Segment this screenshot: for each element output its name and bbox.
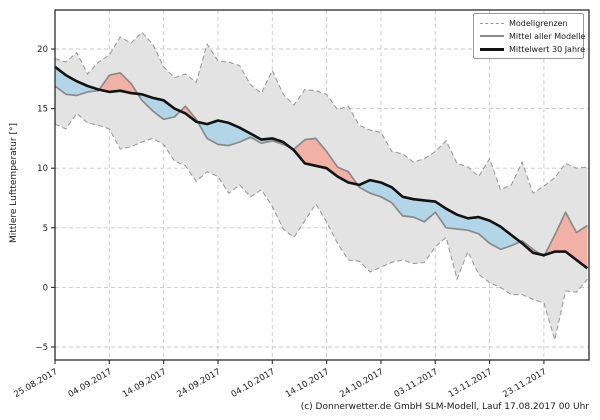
thick-black-line-icon: [480, 47, 504, 51]
x-tick-label: 24.10.2017: [338, 367, 385, 400]
climate-mean-line: [54, 65, 589, 270]
legend-item-climate-mean: Mittelwert 30 Jahre: [480, 44, 585, 54]
legend: Modellgrenzen Mittel aller Modelle Mitte…: [473, 13, 585, 59]
x-tick-label: 04.10.2017: [230, 367, 277, 400]
y-tick-label: 0: [43, 283, 48, 293]
dashed-gray-line-icon: [480, 22, 504, 24]
legend-item-model-bounds: Modellgrenzen: [480, 18, 578, 28]
x-tick-label: 23.11.2017: [501, 367, 548, 400]
y-axis-label: Mittlere Lufttemperatur [°]: [9, 123, 19, 243]
model-mean-line: [54, 71, 588, 258]
legend-label: Mittel aller Modelle: [509, 31, 586, 41]
model-bounds-upper-line: [54, 31, 588, 195]
y-tick-label: 5: [43, 224, 48, 234]
y-tick-label: 20: [37, 45, 48, 55]
legend-label: Modellgrenzen: [509, 18, 568, 28]
x-tick-label: 14.10.2017: [284, 367, 331, 400]
y-tick-label: 15: [37, 105, 48, 115]
x-tick-label: 03.11.2017: [393, 367, 440, 400]
y-tick-label: 10: [37, 164, 48, 174]
x-tick-label: 25.08.2017: [12, 367, 59, 400]
y-tick-label: −5: [35, 343, 48, 353]
x-tick-label: 13.11.2017: [447, 367, 494, 400]
model-bounds-lower-line: [54, 112, 588, 340]
x-axis-ticks: 25.08.2017 04.09.2017 14.09.2017 24.09.2017…: [12, 360, 548, 400]
solid-gray-line-icon: [480, 35, 504, 37]
plot-frame: [54, 9, 590, 361]
y-axis-ticks: −5 0 5 10 15 20: [35, 45, 55, 353]
x-tick-label: 14.09.2017: [121, 367, 168, 400]
x-tick-label: 24.09.2017: [175, 367, 222, 400]
legend-label: Mittelwert 30 Jahre: [509, 44, 586, 54]
legend-item-model-mean: Mittel aller Modelle: [480, 31, 585, 41]
copyright-caption: (c) Donnerwetter.de GmbH SLM-Modell, Lau…: [300, 402, 589, 412]
x-tick-label: 04.09.2017: [67, 367, 114, 400]
